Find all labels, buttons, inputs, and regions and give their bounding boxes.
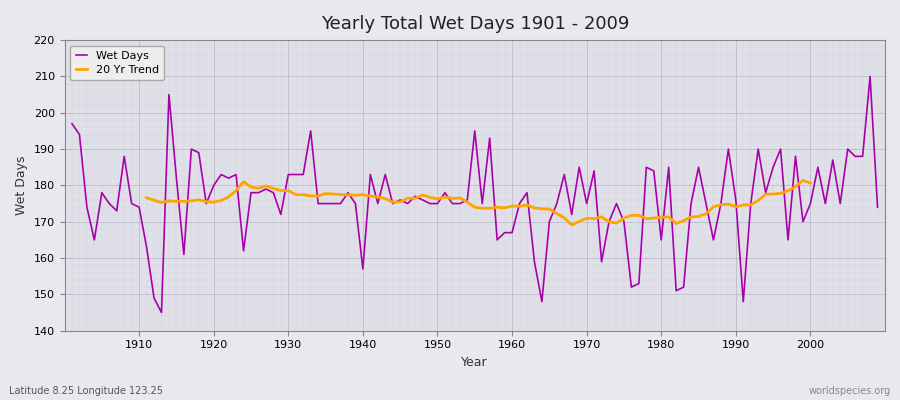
Wet Days — [865, 74, 876, 79]
20 Yr Trend — [805, 181, 815, 186]
20 Yr Trend — [783, 188, 794, 193]
20 Yr Trend — [700, 211, 711, 216]
Wet Days — [156, 310, 166, 315]
20 Yr Trend — [566, 223, 577, 228]
20 Yr Trend — [716, 202, 726, 207]
Line: Wet Days: Wet Days — [72, 76, 878, 312]
20 Yr Trend — [141, 195, 152, 200]
Title: Yearly Total Wet Days 1901 - 2009: Yearly Total Wet Days 1901 - 2009 — [320, 15, 629, 33]
Wet Days — [507, 230, 517, 235]
Wet Days — [298, 172, 309, 177]
Wet Days — [67, 121, 77, 126]
Wet Days — [872, 205, 883, 210]
Line: 20 Yr Trend: 20 Yr Trend — [147, 180, 810, 225]
X-axis label: Year: Year — [462, 356, 488, 369]
20 Yr Trend — [797, 178, 808, 183]
Legend: Wet Days, 20 Yr Trend: Wet Days, 20 Yr Trend — [70, 46, 165, 80]
Wet Days — [604, 219, 615, 224]
20 Yr Trend — [611, 221, 622, 226]
20 Yr Trend — [230, 188, 241, 193]
Text: worldspecies.org: worldspecies.org — [809, 386, 891, 396]
Y-axis label: Wet Days: Wet Days — [15, 156, 28, 215]
Wet Days — [514, 201, 525, 206]
Wet Days — [126, 201, 137, 206]
Text: Latitude 8.25 Longitude 123.25: Latitude 8.25 Longitude 123.25 — [9, 386, 163, 396]
20 Yr Trend — [343, 192, 354, 197]
Wet Days — [343, 190, 354, 195]
